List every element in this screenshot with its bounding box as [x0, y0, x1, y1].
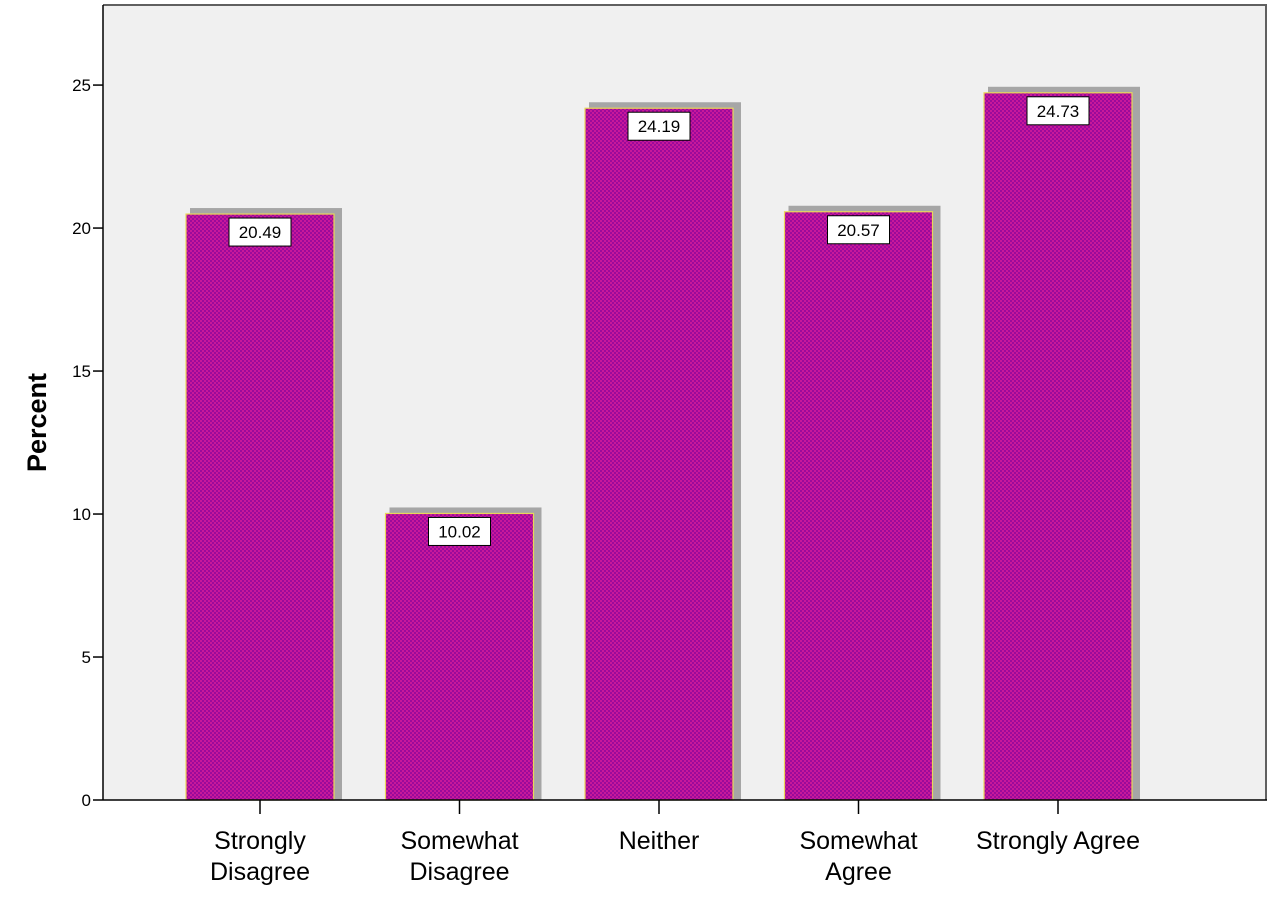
x-tick-label: Neither: [619, 827, 700, 855]
bar: [384, 512, 535, 801]
data-label-box: [428, 516, 491, 546]
data-label-box: [827, 215, 890, 245]
data-label-box: [627, 111, 691, 141]
bars: [185, 86, 1140, 801]
x-tick-label: Strongly Disagree: [210, 827, 310, 886]
x-tick-label: Strongly Agree: [976, 827, 1140, 855]
data-label: 20.49: [239, 223, 282, 242]
data-label-box: [1026, 96, 1090, 126]
data-labels: 20.49 10.02 24.19 20.57 24.73: [228, 96, 1090, 546]
y-axis-ticks: 0 5 10 15 20 25: [72, 76, 103, 810]
x-tick-label: Somewhat Disagree: [400, 827, 518, 886]
data-label: 20.57: [837, 221, 880, 240]
y-tick-label: 10: [72, 505, 91, 524]
data-label: 24.73: [1037, 102, 1080, 121]
y-tick-label: 20: [72, 219, 91, 238]
y-tick-label: 5: [82, 648, 91, 667]
bar: [584, 107, 734, 801]
y-tick-label: 0: [82, 791, 91, 810]
bar: [783, 211, 934, 801]
y-tick-label: 25: [72, 76, 91, 95]
bar: [185, 213, 335, 801]
data-label: 10.02: [438, 522, 481, 541]
y-axis-title: Percent: [22, 373, 52, 472]
y-tick-label: 15: [72, 362, 91, 381]
x-tick-label: Somewhat Agree: [799, 827, 917, 886]
data-label: 24.19: [638, 117, 681, 136]
x-axis-ticks: Strongly Disagree Somewhat Disagree Neither S…: [210, 800, 1140, 886]
bar: [983, 92, 1133, 801]
data-label-box: [228, 217, 292, 247]
